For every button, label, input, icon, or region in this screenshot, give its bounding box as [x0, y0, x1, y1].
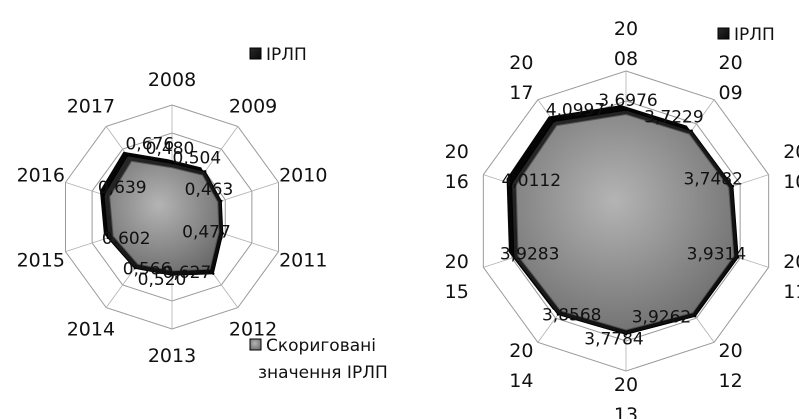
data-label: 3,8568 — [542, 306, 601, 326]
category-label: 2014 — [67, 319, 115, 341]
data-point — [133, 267, 136, 270]
data-label: 0,504 — [173, 148, 222, 168]
category-label: 2013 — [148, 345, 196, 367]
data-point — [102, 193, 106, 197]
data-point — [203, 170, 207, 173]
data-label: 3,7784 — [584, 329, 643, 349]
series-adjusted-area — [109, 160, 220, 272]
data-label: 0,480 — [146, 139, 195, 159]
data-point — [694, 315, 697, 318]
data-label: 3,9262 — [632, 307, 691, 327]
category-label: 2012 — [229, 319, 277, 341]
category-label: 2009 — [229, 95, 277, 117]
category-label: 2015 — [17, 250, 65, 272]
data-point — [624, 333, 628, 336]
data-label: 0,477 — [182, 223, 231, 243]
data-point — [556, 313, 560, 316]
data-label: 3,6976 — [598, 91, 657, 111]
data-point — [126, 154, 129, 157]
legend-label: ІРЛП — [266, 45, 307, 65]
data-point — [220, 199, 223, 203]
data-label: 0,520 — [138, 270, 187, 290]
data-label: 0,627 — [163, 263, 212, 283]
data-label: 0,566 — [123, 259, 172, 279]
legend-swatch — [249, 338, 262, 351]
category-label: 2011 — [783, 251, 799, 303]
series-adjusted-area — [515, 113, 735, 331]
data-point — [552, 120, 555, 123]
category-label: 2010 — [783, 141, 799, 193]
category-label: 2008 — [148, 69, 196, 91]
data-label: 3,9314 — [687, 244, 746, 264]
data-point — [510, 182, 513, 186]
data-point — [624, 108, 628, 112]
legend-swatch — [249, 47, 262, 60]
data-label: 4,0997 — [546, 100, 605, 120]
data-point — [170, 274, 174, 277]
data-point — [731, 185, 735, 188]
category-label: 2017 — [67, 95, 115, 117]
legend-label: Скориговані значення ІРЛП — [258, 336, 388, 383]
data-label: 4,0112 — [502, 171, 561, 191]
data-point — [221, 232, 225, 235]
data-point — [736, 256, 740, 259]
legend-swatch — [717, 27, 730, 40]
data-label: 3,7482 — [683, 169, 742, 189]
data-label: 0,676 — [125, 135, 174, 155]
legend-label: ІРЛП — [734, 25, 775, 45]
category-label: 2010 — [279, 164, 327, 186]
data-point — [512, 256, 516, 259]
data-label: 0,602 — [102, 229, 151, 249]
data-label: 3,7229 — [644, 108, 703, 128]
data-point — [106, 236, 110, 240]
data-point — [170, 162, 174, 165]
data-label: 0,463 — [185, 180, 234, 200]
category-label: 2011 — [279, 250, 327, 272]
data-point — [690, 129, 693, 132]
data-label: 0,639 — [98, 178, 147, 198]
data-label: 3,9283 — [500, 244, 559, 264]
data-point — [212, 272, 215, 276]
category-label: 2016 — [17, 164, 65, 186]
